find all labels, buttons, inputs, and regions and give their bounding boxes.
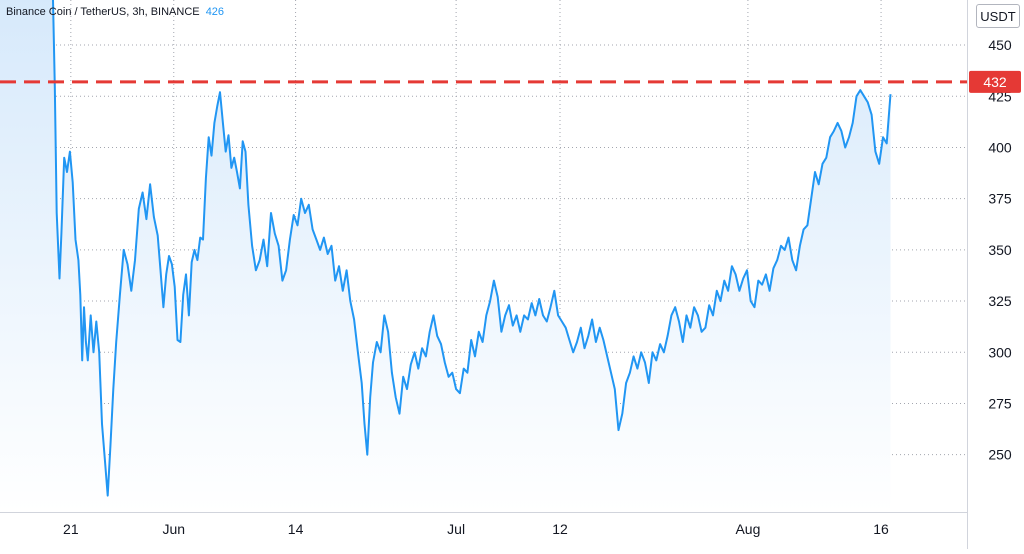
y-tick-label: 300 — [988, 344, 1012, 360]
y-tick-label: 400 — [988, 139, 1012, 155]
y-tick-label: 375 — [988, 191, 1012, 207]
y-tick-label: 450 — [988, 37, 1012, 53]
x-tick-label: 14 — [288, 521, 304, 537]
level-badge: 432 — [969, 70, 1021, 93]
x-tick-label: 16 — [873, 521, 889, 537]
level-badge-label: 432 — [983, 74, 1007, 90]
price-area — [0, 0, 891, 512]
x-tick-label: 21 — [63, 521, 79, 537]
y-tick-label: 275 — [988, 395, 1012, 411]
y-tick-label: 325 — [988, 293, 1012, 309]
symbol-header[interactable]: Binance Coin / TetherUS, 3h, BINANCE 426 — [6, 6, 224, 18]
x-tick-label: Jul — [447, 521, 465, 537]
x-tick-label: 12 — [552, 521, 568, 537]
x-tick-label: Jun — [162, 521, 185, 537]
time-axis[interactable]: 21 Jun 14 Jul 12 Aug 16 — [63, 521, 889, 537]
symbol-title: Binance Coin / TetherUS, 3h, BINANCE — [6, 6, 200, 18]
y-tick-label: 250 — [988, 447, 1012, 463]
price-line — [52, 0, 892, 497]
y-tick-label: 350 — [988, 242, 1012, 258]
currency-unit-button[interactable]: USDT — [976, 4, 1020, 28]
x-tick-label: Aug — [735, 521, 760, 537]
last-price: 426 — [205, 6, 225, 18]
